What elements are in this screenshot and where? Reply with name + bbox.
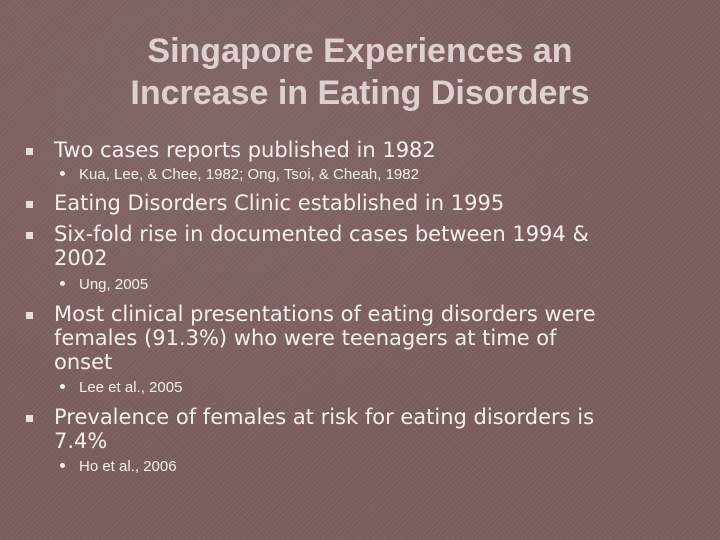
square-bullet-icon [26,201,33,208]
bullet-text: Prevalence of females at risk for eating… [54,405,595,453]
dot-bullet-icon [60,170,65,176]
sub-bullet: Kua, Lee, & Chee, 1982; Ong, Tsoi, & Che… [60,166,680,184]
bullet-text: Eating Disorders Clinic established in 1… [54,191,505,215]
citation-text: Ho et al., 2006 [79,458,177,475]
citation-text: Kua, Lee, & Chee, 1982; Ong, Tsoi, & Che… [79,166,419,183]
sub-bullet: Ho et al., 2006 [60,458,680,476]
square-bullet-icon [26,312,33,319]
sub-bullet: Ung, 2005 [60,276,680,294]
dot-bullet-icon [60,280,65,286]
sub-bullet: Lee et al., 2005 [60,379,680,397]
square-bullet-icon [26,148,33,155]
bullet-text: Six-fold rise in documented cases betwee… [54,222,589,270]
slide-title-line-1: Singapore Experiences an [147,32,573,70]
dot-bullet-icon [60,462,65,468]
slide-title-line-2: Increase in Eating Disorders [130,74,590,112]
square-bullet-icon [26,415,33,422]
slide-title: Singapore Experiences an Increase in Eat… [40,30,680,114]
dot-bullet-icon [60,383,65,389]
bullet-text: Most clinical presentations of eating di… [54,302,596,374]
citation-text: Ung, 2005 [79,276,149,293]
bullet-text: Two cases reports published in 1982 [54,138,436,162]
square-bullet-icon [26,232,33,239]
citation-text: Lee et al., 2005 [79,379,183,396]
